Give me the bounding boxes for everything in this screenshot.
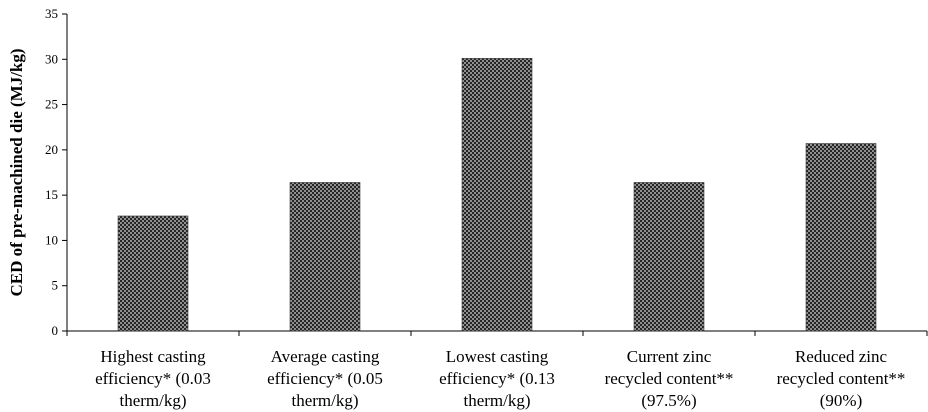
y-tick-label: 25 [45,97,58,112]
x-category-label: Lowest casting [446,347,549,366]
x-category-label: efficiency* (0.03 [95,369,211,388]
x-category-label: Current zinc [627,347,712,366]
y-tick-label: 20 [45,142,58,157]
x-category-label: therm/kg) [291,391,358,410]
labels: 0 5 10 15 20 25 30 35 Highest casting efficiency*… [7,6,905,410]
y-tick-label: 5 [52,278,59,293]
y-tick-label: 30 [45,51,58,66]
x-category-label: (90%) [820,391,862,410]
y-tick-label: 10 [45,232,58,247]
x-category-label: recycled content** [605,369,734,388]
x-category-label: therm/kg) [119,391,186,410]
bar [461,58,533,332]
y-tick-label: 35 [45,6,58,21]
x-category-label: recycled content** [777,369,906,388]
y-axis-title: CED of pre-machined die (MJ/kg) [7,48,26,296]
y-tick-label: 0 [52,323,59,338]
y-tick-label: 15 [45,187,58,202]
bar [289,182,361,332]
x-category-label: Highest casting [100,347,206,366]
x-category-label: Average casting [271,347,380,366]
x-category-label: efficiency* (0.05 [267,369,383,388]
x-category-label: (97.5%) [641,391,696,410]
bar [633,182,705,332]
bar [805,143,877,332]
x-category-label: efficiency* (0.13 [439,369,555,388]
bars [117,58,877,332]
x-category-label: therm/kg) [463,391,530,410]
x-category-label: Reduced zinc [795,347,887,366]
bar [117,215,189,332]
